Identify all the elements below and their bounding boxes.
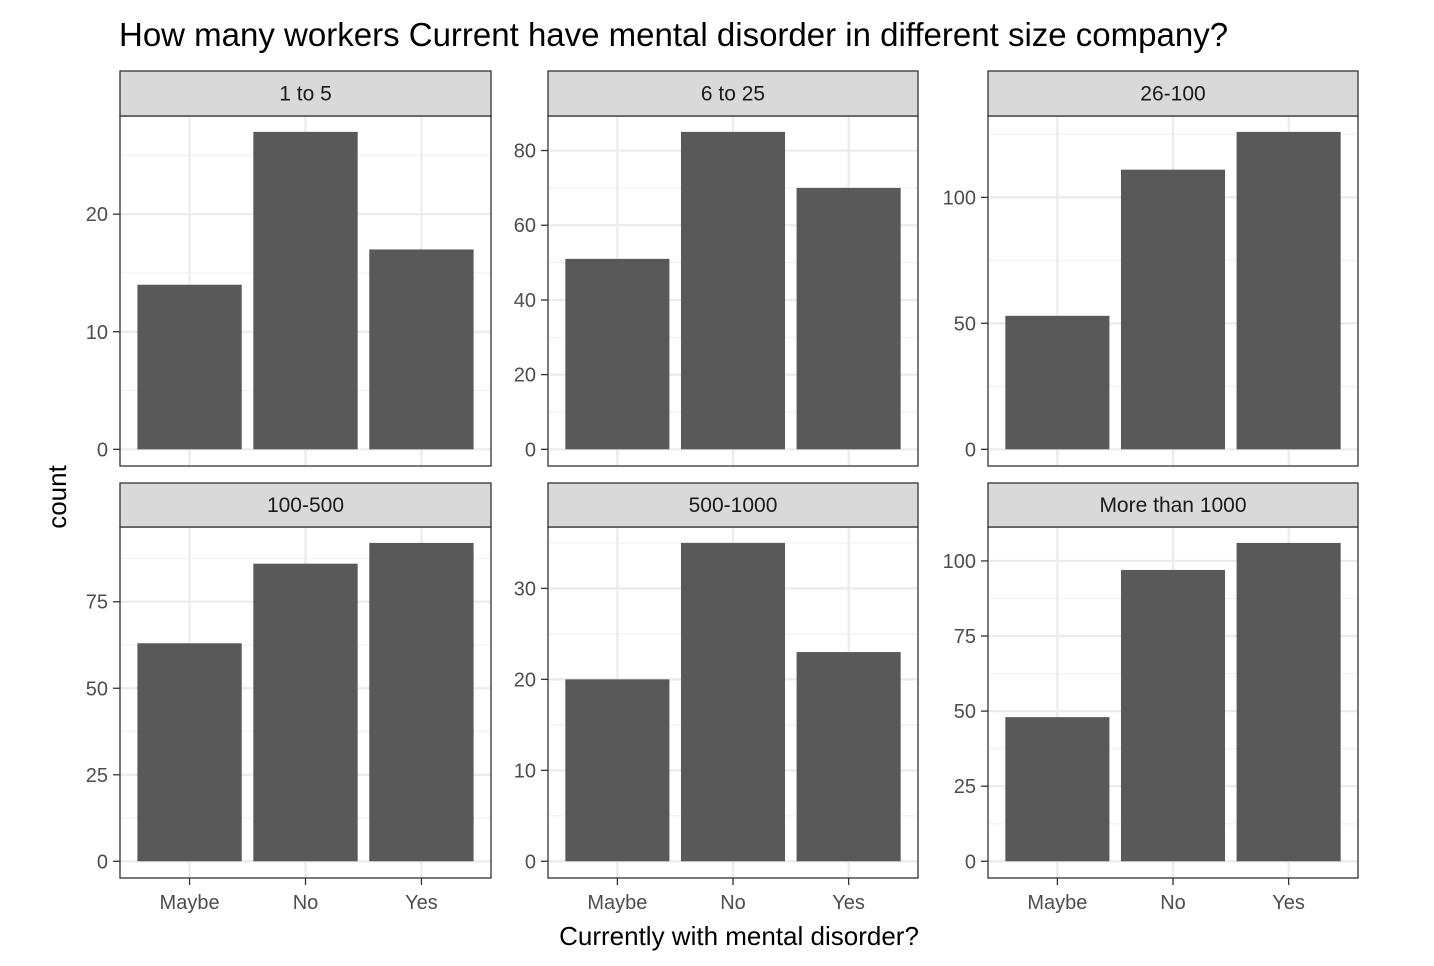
y-tick-label: 100 (943, 187, 976, 209)
bar (137, 643, 242, 862)
x-axis-title: Currently with mental disorder? (559, 921, 919, 951)
x-tick-label: Maybe (160, 892, 220, 914)
y-tick-label: 100 (943, 551, 976, 573)
facet-strip-label: 1 to 5 (279, 83, 332, 106)
y-tick-label: 0 (525, 851, 536, 873)
y-tick-label: 30 (514, 578, 536, 600)
facet-panel: 500-1000 0 10 20 30 Maybe No Yes (514, 482, 919, 914)
x-tick-label: Maybe (587, 892, 647, 914)
bar (137, 284, 242, 450)
y-tick-label: 40 (514, 290, 536, 312)
bar (1236, 542, 1341, 862)
bar (680, 542, 786, 862)
facet-panel: More than 1000 0 25 50 75 100 Maybe No Yes (943, 482, 1359, 914)
facet-panel: 100-500 0 25 50 75 Maybe No Yes (86, 482, 492, 914)
facet-strip (987, 482, 1359, 528)
x-tick-label: Yes (405, 892, 438, 914)
facet-strip (119, 482, 492, 528)
facet-panel: 1 to 5 0 10 20 (86, 70, 492, 467)
y-tick-label: 50 (954, 313, 976, 335)
x-tick-label: Maybe (1027, 892, 1087, 914)
bar (253, 563, 358, 862)
bar (796, 187, 901, 450)
y-tick-label: 0 (965, 439, 976, 461)
y-tick-label: 80 (514, 141, 536, 163)
x-tick-label: Yes (832, 892, 865, 914)
bar (1005, 315, 1110, 450)
bar (369, 249, 474, 450)
bar (1120, 169, 1226, 450)
y-tick-label: 0 (525, 439, 536, 461)
y-tick-label: 0 (965, 851, 976, 873)
x-tick-label: No (720, 892, 746, 914)
x-tick-label: No (293, 892, 319, 914)
y-tick-label: 0 (97, 851, 108, 873)
facet-strip-label: 100-500 (267, 494, 344, 517)
y-tick-label: 20 (514, 365, 536, 387)
facet-strip-label: 26-100 (1140, 83, 1205, 106)
bar (253, 131, 358, 450)
y-tick-label: 50 (86, 678, 108, 700)
y-tick-label: 50 (954, 701, 976, 723)
y-tick-label: 75 (954, 626, 976, 648)
y-tick-label: 25 (954, 776, 976, 798)
bar (1236, 131, 1341, 450)
bar (796, 652, 901, 862)
x-tick-label: Yes (1272, 892, 1305, 914)
y-tick-label: 0 (97, 439, 108, 461)
y-tick-label: 10 (514, 760, 536, 782)
facet-strip-label: 500-1000 (689, 494, 778, 517)
y-axis-title: count (42, 464, 72, 528)
y-tick-label: 75 (86, 592, 108, 614)
y-tick-label: 20 (514, 669, 536, 691)
facet-strip (547, 70, 919, 117)
bar (369, 542, 474, 862)
facet-strip (119, 70, 492, 117)
facet-strip (987, 70, 1359, 117)
bar (565, 258, 670, 450)
facet-strip-label: 6 to 25 (701, 83, 765, 106)
y-tick-label: 20 (86, 204, 108, 226)
bar (680, 131, 786, 450)
y-tick-label: 10 (86, 322, 108, 344)
facet-strip (547, 482, 919, 528)
facet-strip-label: More than 1000 (1099, 494, 1246, 517)
facet-panel: 6 to 25 0 20 40 60 80 (514, 70, 919, 467)
bar (565, 679, 670, 862)
facet-panel: 26-100 0 50 100 (943, 70, 1359, 467)
chart-title: How many workers Current have mental dis… (119, 16, 1228, 53)
x-tick-label: No (1160, 892, 1186, 914)
y-tick-label: 60 (514, 215, 536, 237)
y-tick-label: 25 (86, 765, 108, 787)
bar (1005, 717, 1110, 862)
bar (1120, 569, 1226, 862)
